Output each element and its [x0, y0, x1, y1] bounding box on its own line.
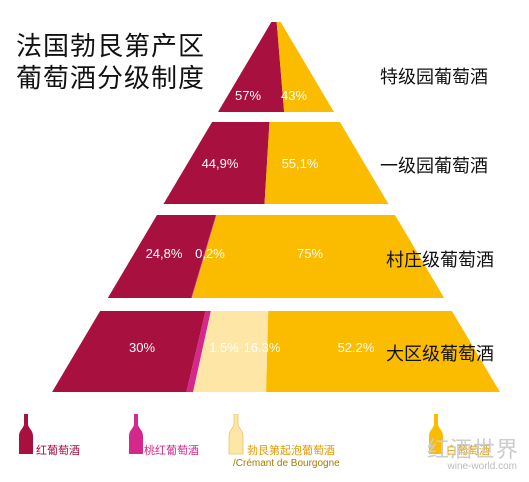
data-label-1-4: 43%	[281, 88, 307, 103]
data-label-4-1: 30%	[129, 340, 155, 355]
segment-4-2	[186, 311, 211, 392]
chart-title-line1: 法国勃艮第产区	[16, 32, 206, 62]
bottle-icon	[19, 414, 33, 454]
watermark-logo: 红酒世界	[426, 438, 519, 463]
tier-2	[163, 122, 389, 204]
chart-title-line2: 葡萄酒分级制度	[16, 64, 206, 94]
data-label-4-3: 16.3%	[244, 340, 281, 355]
legend-label-4: 白葡萄酒	[446, 444, 490, 457]
tier-label-4: 大区级葡萄酒	[386, 344, 494, 365]
bottle-icon	[228, 414, 244, 455]
data-label-4-4: 52.2%	[338, 340, 375, 355]
tier-label-1: 特级园葡萄酒	[380, 67, 488, 88]
segment-3-1	[107, 215, 216, 298]
segment-4-3	[193, 311, 269, 392]
legend-label-2: 桃红葡萄酒	[144, 444, 199, 457]
data-label-3-4: 75%	[297, 246, 323, 261]
segment-2-1	[163, 122, 270, 204]
data-label-4-2: 1.5%	[209, 340, 239, 355]
bottle-icon	[129, 414, 143, 454]
watermark-url: wine-world.com	[447, 461, 517, 472]
data-label-3-2: 0,2%	[195, 246, 225, 261]
data-label-2-1: 44,9%	[202, 156, 239, 171]
segment-4-1	[52, 311, 206, 392]
tier-1	[217, 22, 335, 112]
segment-1-4	[276, 22, 335, 112]
segment-3-2	[191, 215, 217, 298]
tier-4	[52, 311, 500, 392]
segment-3-4	[191, 215, 445, 298]
tier-label-3: 村庄级葡萄酒	[386, 250, 494, 271]
segment-2-4	[264, 122, 389, 204]
legend-label-1: 红葡萄酒	[36, 444, 80, 457]
legend-sublabel-3: /Crémant de Bourgogne	[233, 458, 340, 469]
segment-1-1	[217, 22, 285, 112]
bottle-icon	[429, 414, 443, 454]
legend-label-3: 勃艮第起泡葡萄酒	[247, 444, 335, 457]
data-label-3-1: 24,8%	[146, 246, 183, 261]
tier-3	[107, 215, 445, 298]
data-label-2-4: 55,1%	[282, 156, 319, 171]
tier-label-2: 一级园葡萄酒	[380, 156, 488, 177]
data-label-1-1: 57%	[235, 88, 261, 103]
segment-4-4	[266, 311, 500, 392]
